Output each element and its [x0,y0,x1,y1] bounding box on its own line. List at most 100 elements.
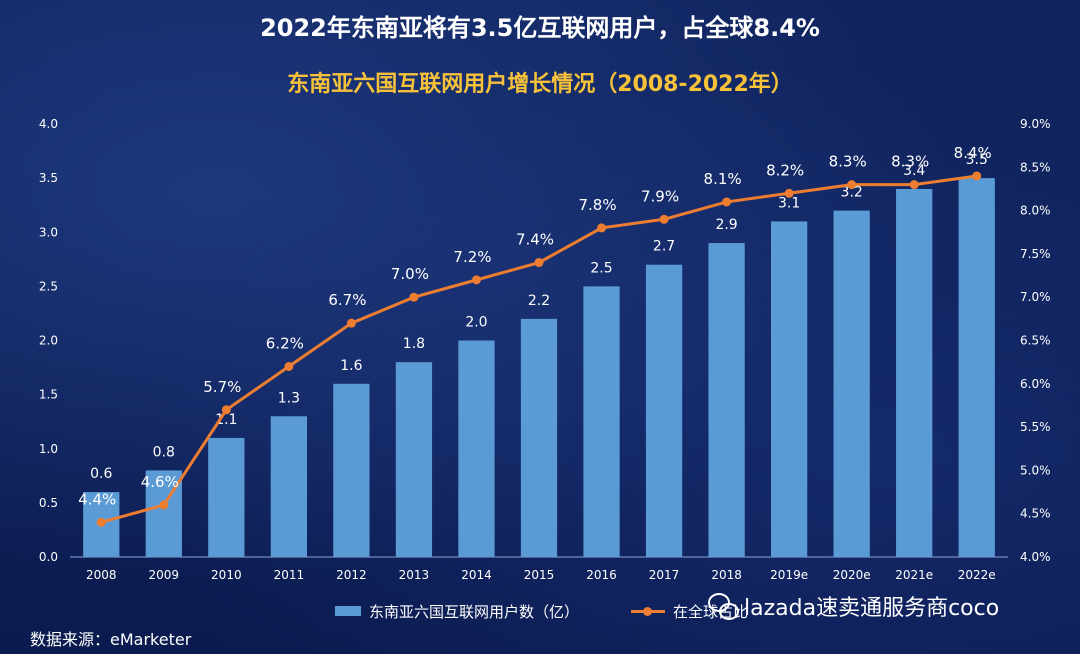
y-right-tick-label: 5.0% [1020,463,1051,477]
x-tick-label: 2009 [149,568,180,582]
bar [270,416,308,557]
bar-value-label: 2.7 [653,239,675,255]
wechat-icon [708,591,739,621]
y-right-tick-label: 4.0% [1020,550,1051,564]
line-value-label: 7.4% [516,231,554,249]
line-point [972,171,982,181]
y-right-tick-label: 8.0% [1020,204,1051,218]
x-tick-label: 2018 [711,568,742,582]
line-value-label: 5.7% [203,378,241,396]
line-point [722,197,732,207]
bar [395,362,433,557]
bar [958,178,995,557]
y-right-tick-label: 7.5% [1020,247,1051,261]
line-point [471,275,481,285]
y-left-tick-label: 2.5 [39,279,58,293]
line-point [534,258,544,268]
watermark: lazada速卖通服务商coco [708,590,999,622]
x-tick-label: 2017 [649,568,680,582]
chart-headline: 2022年东南亚将有3.5亿互联网用户，占全球8.4% [260,14,820,42]
line-point [284,361,294,371]
line-value-label: 8.2% [766,161,804,179]
line-value-label: 6.2% [266,334,304,352]
bar-value-label: 2.0 [465,315,487,331]
line-value-label: 7.8% [578,196,616,214]
y-left-tick-label: 2.0 [39,334,58,348]
x-tick-label: 2020e [833,568,871,582]
line-value-label: 7.2% [453,248,491,266]
line-point [659,214,669,224]
bar-value-label: 2.9 [715,217,737,233]
x-tick-label: 2013 [399,568,430,582]
line-point [96,517,106,527]
bar [333,383,370,557]
bar-value-label: 2.5 [590,260,612,276]
line-point [784,188,794,198]
line-point [221,405,231,415]
y-right-tick-label: 4.5% [1020,507,1051,521]
y-left-tick-label: 1.0 [39,442,58,456]
legend-bar-label: 东南亚六国互联网用户数（亿） [369,602,580,621]
y-right-tick-label: 9.0% [1020,117,1051,131]
x-tick-label: 2010 [211,568,242,582]
line-value-label: 8.3% [891,153,929,171]
line-point [597,223,607,233]
y-right-tick-label: 6.0% [1020,377,1051,391]
bar [770,221,808,558]
legend: 东南亚六国互联网用户数（亿） 在全球占比 [335,598,748,624]
bar-value-label: 1.6 [340,358,362,374]
line-value-label: 8.4% [954,144,992,162]
line-value-label: 8.3% [829,153,867,171]
y-left-tick-label: 0.5 [39,496,58,510]
line-value-label: 8.1% [704,170,742,188]
bar-value-label: 0.6 [90,466,112,482]
bar [458,340,495,557]
bar-value-label: 2.2 [528,293,550,309]
x-tick-label: 2012 [336,568,367,582]
y-right-tick-label: 6.5% [1020,334,1051,348]
line-point [159,500,169,510]
y-left-tick-label: 4.0 [39,117,58,131]
y-right-tick-label: 7.0% [1020,290,1051,304]
bar [583,286,620,557]
line-value-label: 7.0% [391,265,429,283]
line-point [409,292,419,302]
bar-value-label: 0.8 [153,444,175,460]
bar [520,318,558,557]
line-value-label: 7.9% [641,187,679,205]
x-tick-label: 2019e [770,568,808,582]
bar [896,188,933,557]
watermark-text: lazada速卖通服务商coco [744,596,1000,621]
bar-value-label: 1.3 [278,390,300,406]
x-tick-label: 2015 [524,568,555,582]
x-tick-label: 2022e [958,568,996,582]
y-left-tick-label: 1.5 [39,388,58,402]
bar-value-label: 3.1 [778,195,800,211]
source-note: 数据来源：eMarketer [30,630,192,649]
line-value-label: 4.4% [78,490,116,508]
y-left-tick-label: 0.0 [39,550,58,564]
bar [645,264,683,557]
line-value-label: 6.7% [328,291,366,309]
x-tick-label: 2016 [586,568,617,582]
legend-line-swatch [631,606,666,616]
y-left-tick-label: 3.0 [39,225,58,239]
line-value-label: 4.6% [141,473,179,491]
y-right-tick-label: 5.5% [1020,420,1051,434]
y-right-tick-label: 8.5% [1020,160,1051,174]
x-tick-label: 2008 [86,568,117,582]
x-tick-label: 2021e [895,568,933,582]
bar-value-label: 3.4 [903,163,925,179]
legend-bar-swatch [335,606,361,616]
chart-title: 东南亚六国互联网用户增长情况（2008-2022年） [287,72,793,97]
bar-value-label: 1.8 [403,336,425,352]
x-tick-label: 2014 [461,568,492,582]
x-tick-label: 2011 [274,568,305,582]
line-point [346,318,356,328]
bar [208,437,245,557]
bar-value-label: 3.5 [966,152,988,168]
bar [708,243,745,557]
y-left-tick-label: 3.5 [39,171,58,185]
bar-value-label: 3.2 [841,185,863,201]
